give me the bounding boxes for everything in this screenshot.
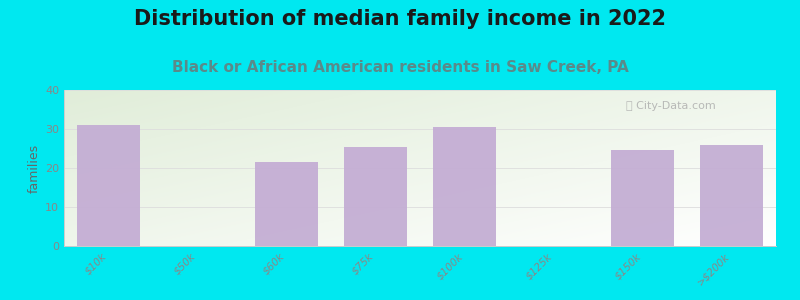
Bar [700, 145, 762, 246]
Bar [611, 150, 674, 246]
Bar [78, 125, 140, 246]
Text: Distribution of median family income in 2022: Distribution of median family income in … [134, 9, 666, 29]
Bar [344, 147, 406, 246]
Text: Black or African American residents in Saw Creek, PA: Black or African American residents in S… [172, 60, 628, 75]
Text: ⓘ City-Data.com: ⓘ City-Data.com [626, 101, 716, 111]
Bar [255, 162, 318, 246]
Y-axis label: families: families [28, 143, 41, 193]
Bar [434, 127, 496, 246]
